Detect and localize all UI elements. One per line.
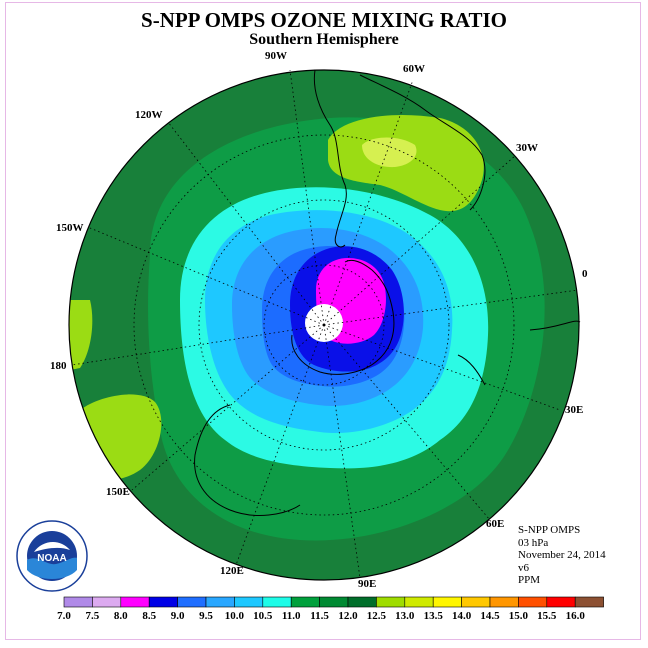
colorbar-segment [546,596,576,608]
colorbar-tick-label: 9.0 [171,610,185,622]
info-date: November 24, 2014 [518,549,606,561]
info-version: v6 [518,561,529,574]
antarctica-coast [291,259,395,375]
colorbar-tick-label: 7.5 [86,610,100,622]
colorbar-tick-label: 15.0 [509,610,529,622]
info-instrument: S-NPP OMPS [518,524,581,536]
graticule [71,69,579,579]
lon-label-180: 180 [50,360,67,372]
colorbar-tick-label: 14.5 [480,610,500,622]
coastlines [194,69,581,516]
ozone-field [69,70,579,580]
lon-label-90w: 90W [265,50,287,62]
lon-label-120e: 120E [220,565,244,577]
lon-label-150w: 150W [56,222,84,234]
colorbar-segment [290,596,320,608]
colorbar-segment [262,596,292,608]
australia-coast [194,404,301,516]
colorbar-tick-label: 7.0 [57,610,71,622]
colorbar-segment [148,596,178,608]
lon-label-60e: 60E [486,518,505,530]
colorbar-segment [461,596,491,608]
info-level: 03 hPa [518,536,549,549]
info-units: PPM [518,574,541,586]
colorbar-tick-label: 16.0 [566,610,586,622]
info-block: S-NPP OMPS 03 hPa November 24, 2014 v6 P… [518,524,606,587]
colorbar-tick-label: 12.0 [338,610,358,622]
colorbar-tick-label: 10.5 [253,610,273,622]
noaa-logo-icon: NOAA [16,520,88,592]
map-subtitle: Southern Hemisphere [249,31,399,48]
colorbar-segment [376,596,406,608]
globe-outline [68,69,580,581]
ozone-band-12.0-left [69,300,93,372]
colorbar-tick-label: 15.5 [537,610,557,622]
lon-label-60w: 60W [403,63,425,75]
colorbar-segment [205,596,235,608]
colorbar-tick-label: 8.5 [142,610,156,622]
colorbar-tick-label: 10.0 [225,610,245,622]
colorbar-segment [120,596,150,608]
colorbar-tick-label: 11.0 [282,610,301,622]
colorbar-segment [404,596,434,608]
lon-label-120w: 120W [135,109,163,121]
figure-frame [5,2,641,640]
colorbar-segment [319,596,349,608]
noaa-logo-text: NOAA [37,553,66,564]
colorbar-tick-label: 12.5 [367,610,387,622]
colorbar-tick-label: 13.5 [424,610,444,622]
colorbar-segment [92,596,122,608]
colorbar-tick-label: 13.0 [395,610,415,622]
colorbar-segment [177,596,207,608]
colorbar-segment [234,596,264,608]
colorbar-segment [63,596,93,608]
lon-label-150e: 150E [106,486,130,498]
colorbar-segment [574,596,604,608]
colorbar-segment [489,596,519,608]
lon-label-0: 0 [582,268,588,280]
colorbar-tick-label: 8.0 [114,610,128,622]
lon-label-30w: 30W [516,142,538,154]
colorbar-tick-label: 11.5 [310,610,329,622]
ozone-band-12.5-upper [362,137,417,168]
colorbar-segment [518,596,548,608]
lon-label-30e: 30E [565,404,584,416]
map-title: S-NPP OMPS OZONE MIXING RATIO [141,8,507,32]
colorbar-tick-label: 9.5 [199,610,213,622]
colorbar-segment [432,596,462,608]
south-america-coast [313,69,347,248]
colorbar-tick-label: 14.0 [452,610,472,622]
colorbar-segment [347,596,377,608]
polar-missing-data [305,304,343,342]
madagascar [457,354,486,386]
lon-label-90e: 90E [358,578,377,590]
